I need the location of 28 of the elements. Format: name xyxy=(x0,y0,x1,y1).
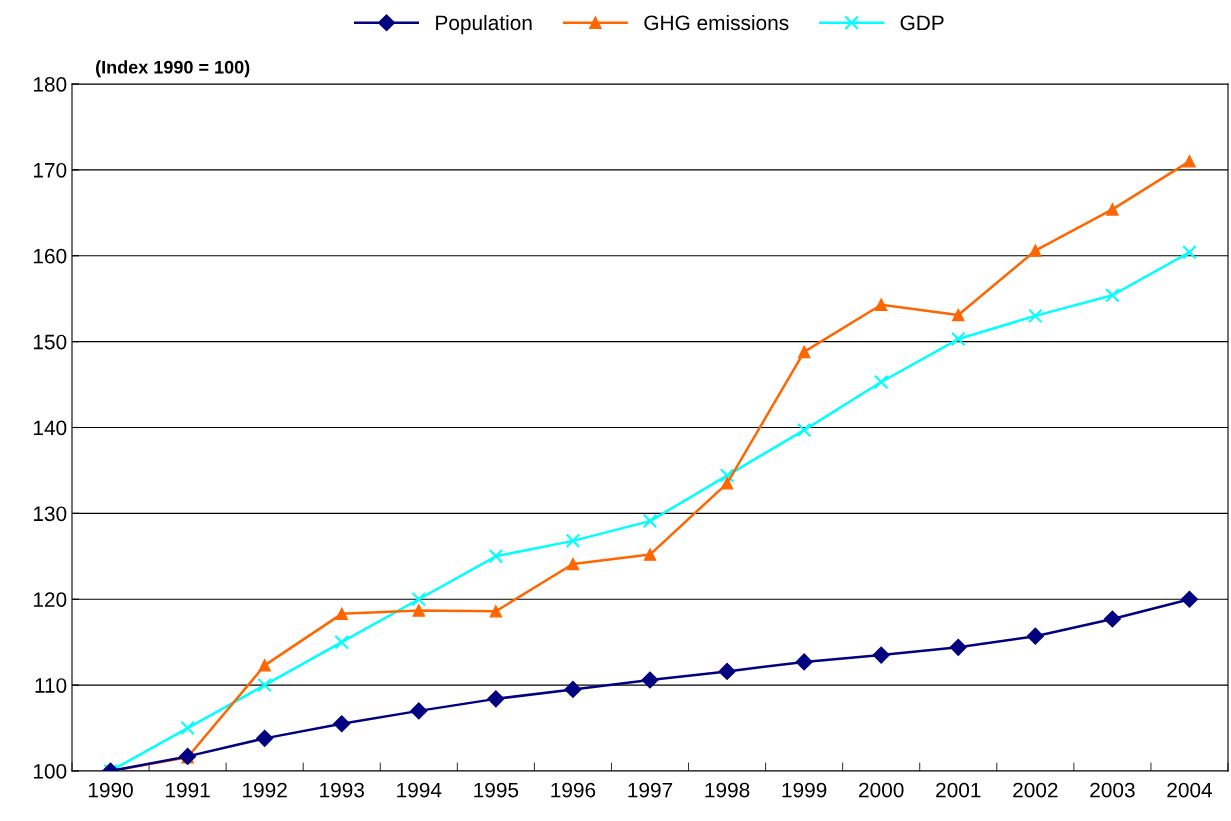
x-tick-label: 1996 xyxy=(551,782,596,798)
y-tick-label: 180 xyxy=(33,77,67,92)
legend-label: GDP xyxy=(900,15,944,31)
y-tick-label: 120 xyxy=(33,592,67,607)
x-tick-label: 2004 xyxy=(1167,782,1213,798)
x-tick-label: 1992 xyxy=(243,782,287,798)
x-tick-label: 1998 xyxy=(705,782,750,798)
y-tick-label: 140 xyxy=(33,420,67,436)
x-tick-label: 1993 xyxy=(320,782,364,798)
y-tick-label: 170 xyxy=(33,162,67,178)
y-tick-label: 130 xyxy=(33,506,67,522)
legend-label: Population xyxy=(436,14,532,35)
x-tick-label: 1999 xyxy=(782,782,827,798)
x-tick-label: 2000 xyxy=(859,782,904,798)
x-tick-label: 1990 xyxy=(88,782,133,798)
legend-label: GHG emissions xyxy=(644,14,789,31)
x-tick-label: 2001 xyxy=(936,782,981,798)
x-tick-label: 1994 xyxy=(397,782,442,798)
chart-subtitle: (Index 1990 = 100) xyxy=(96,60,250,78)
x-tick-label: 2002 xyxy=(1013,782,1058,798)
y-tick-label: 110 xyxy=(35,678,67,693)
y-tick-label: 100 xyxy=(33,764,67,779)
x-tick-label: 1997 xyxy=(628,782,673,798)
y-tick-label: 160 xyxy=(33,248,67,264)
x-tick-label: 2003 xyxy=(1090,782,1135,798)
x-tick-label: 1995 xyxy=(474,782,519,798)
x-tick-label: 1991 xyxy=(166,782,210,798)
y-tick-label: 150 xyxy=(33,334,67,350)
